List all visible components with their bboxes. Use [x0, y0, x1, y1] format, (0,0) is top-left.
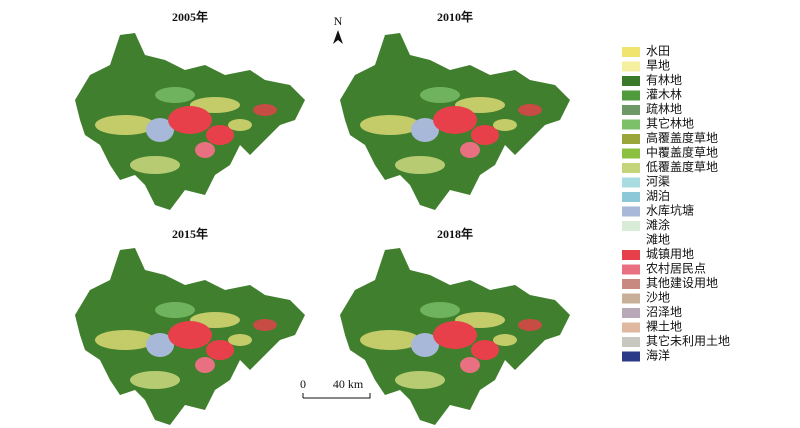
map-panel: [75, 248, 305, 425]
legend: 水田旱地有林地灌木林疏林地其它林地高覆盖度草地中覆盖度草地低覆盖度草地河渠湖泊水…: [622, 44, 730, 362]
legend-swatch: [622, 192, 640, 202]
legend-swatch: [622, 61, 640, 72]
map: [340, 33, 570, 210]
scale-bar: 0 40 km: [300, 377, 371, 399]
map: [340, 248, 570, 425]
legend-label: 其他建设用地: [646, 276, 718, 290]
legend-label: 滩涂: [646, 217, 670, 232]
legend-label: 滩地: [646, 232, 670, 246]
legend-label: 其它未利用土地: [646, 333, 730, 348]
legend-label: 中覆盖度草地: [646, 144, 718, 159]
legend-label: 低覆盖度草地: [646, 159, 718, 174]
legend-swatch: [622, 177, 640, 188]
legend-swatch: [622, 264, 640, 275]
legend-label: 沙地: [646, 290, 670, 304]
legend-label: 水田: [646, 44, 670, 58]
legend-label: 灌木林: [646, 87, 682, 101]
map-panel: [75, 33, 305, 210]
scale-end: 40 km: [333, 377, 364, 391]
scale-start: 0: [300, 377, 306, 391]
legend-swatch: [622, 235, 640, 246]
legend-swatch: [622, 90, 640, 101]
legend-swatch: [622, 47, 640, 57]
legend-swatch: [622, 250, 640, 260]
legend-label: 城镇用地: [646, 247, 694, 261]
legend-label: 水库坑塘: [646, 202, 694, 217]
legend-label: 有林地: [646, 73, 682, 87]
panel-title: 2015年: [172, 226, 208, 241]
legend-swatch: [622, 206, 640, 217]
legend-label: 海洋: [646, 347, 670, 362]
legend-label: 沼泽地: [646, 305, 682, 319]
map: [75, 248, 305, 425]
legend-swatch: [622, 221, 640, 231]
legend-label: 旱地: [646, 58, 670, 72]
legend-label: 裸土地: [646, 318, 682, 333]
legend-swatch: [622, 308, 640, 318]
legend-swatch: [622, 76, 640, 86]
legend-swatch: [622, 337, 640, 347]
map-panel: [340, 248, 570, 425]
scale-line: [302, 393, 371, 399]
legend-swatch: [622, 351, 640, 362]
panel-title: 2010年: [437, 9, 473, 24]
legend-swatch: [622, 163, 640, 173]
north-arrow: N: [333, 14, 343, 44]
legend-label: 湖泊: [646, 188, 670, 203]
legend-label: 其它林地: [646, 115, 694, 130]
legend-swatch: [622, 148, 640, 159]
legend-swatch: [622, 322, 640, 333]
legend-label: 农村居民点: [646, 261, 706, 275]
north-label: N: [334, 14, 343, 28]
panel-title: 2018年: [437, 226, 473, 241]
legend-swatch: [622, 105, 640, 115]
legend-label: 疏林地: [646, 101, 682, 116]
map-panel: [340, 33, 570, 210]
legend-swatch: [622, 119, 640, 130]
legend-swatch: [622, 293, 640, 304]
legend-swatch: [622, 134, 640, 144]
panel-title: 2005年: [172, 9, 208, 24]
north-arrow-shape: [333, 30, 343, 44]
legend-swatch: [622, 279, 640, 289]
legend-label: 高覆盖度草地: [646, 130, 718, 145]
legend-label: 河渠: [646, 174, 670, 188]
map: [75, 33, 305, 210]
